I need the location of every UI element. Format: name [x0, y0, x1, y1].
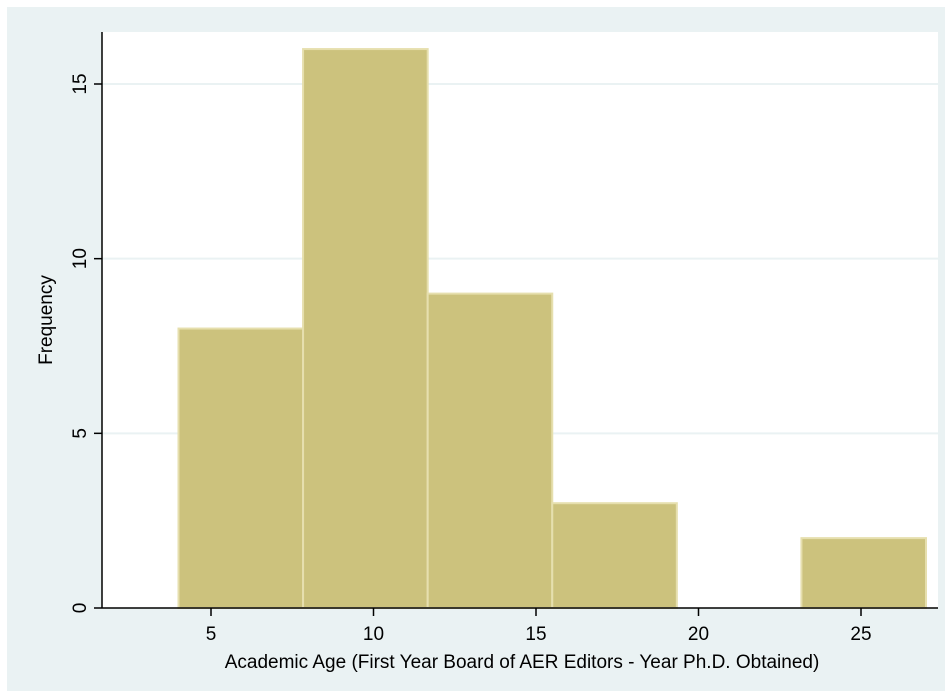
y-tick-label-0: 0	[70, 603, 91, 614]
y-tick-label-15: 15	[70, 73, 91, 94]
histogram-bar-4	[551, 502, 678, 610]
y-tick-label-10: 10	[70, 248, 91, 269]
histogram-bar-6	[800, 537, 927, 610]
x-axis-title: Academic Age (First Year Board of AER Ed…	[225, 652, 820, 673]
y-tick-label-5: 5	[70, 428, 91, 439]
histogram-bar-3	[426, 292, 554, 609]
bars	[177, 48, 927, 610]
tick-labels: 5 10 15 20 25 0 5 10 15	[70, 73, 872, 645]
x-tick-label-25: 25	[850, 624, 871, 645]
y-axis-title: Frequency	[36, 275, 57, 365]
x-tick-label-5: 5	[206, 624, 217, 645]
x-tick-label-10: 10	[363, 624, 384, 645]
x-tick-label-20: 20	[688, 624, 709, 645]
histogram-bar-2	[302, 48, 429, 610]
x-tick-label-15: 15	[525, 624, 546, 645]
histogram-bar-1	[177, 327, 305, 609]
axes	[101, 32, 938, 609]
